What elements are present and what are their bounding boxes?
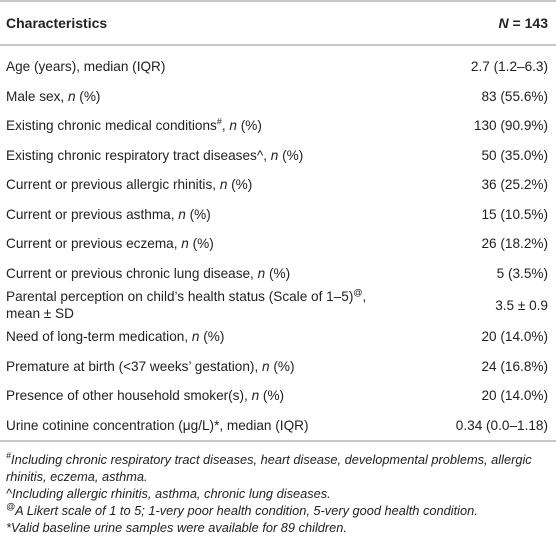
row-label: Current or previous chronic lung disease… — [0, 259, 392, 289]
table-row: Age (years), median (IQR) 2.7 (1.2–6.3) — [0, 45, 556, 82]
text-segment: Male sex, — [6, 88, 68, 104]
row-value: 130 (90.9%) — [473, 118, 548, 134]
row-label: Existing chronic medical conditions#, n … — [0, 111, 392, 141]
table-row: Current or previous eczema, n (%) 26 (18.… — [0, 229, 556, 259]
text-segment: Premature at birth (<37 weeks’ gestation… — [6, 358, 263, 374]
text-segment: (%) — [188, 236, 214, 252]
row-label: Need of long-term medication, n (%) — [0, 322, 392, 352]
text-segment: (%) — [278, 147, 304, 163]
text-segment: N — [498, 15, 509, 31]
text-segment: ^Including allergic rhinitis, asthma, ch… — [6, 486, 331, 501]
text-segment: @ — [353, 287, 363, 298]
table-row: Existing chronic medical conditions#, n … — [0, 111, 556, 141]
text-segment: # — [6, 450, 12, 461]
text-segment: n — [219, 177, 228, 193]
text-segment: n — [178, 206, 186, 222]
row-value: 20 (14.0%) — [481, 329, 549, 345]
text-segment: # — [216, 116, 222, 127]
row-value: 24 (16.8%) — [481, 358, 549, 374]
row-value: 5 (3.5%) — [496, 265, 548, 281]
row-label: Parental perception on child’s health st… — [0, 288, 392, 322]
text-segment: n — [181, 236, 189, 252]
row-value: 20 (14.0%) — [481, 388, 549, 404]
text-segment: n — [270, 147, 279, 163]
table-row: Parental perception on child’s health st… — [0, 288, 556, 322]
row-value: 36 (25.2%) — [481, 177, 549, 193]
text-segment: Parental perception on child’s health st… — [6, 289, 354, 304]
table-row: Need of long-term medication, n (%) 20 (1… — [0, 322, 556, 352]
text-segment: Characteristics — [6, 15, 108, 31]
text-segment: A Likert scale of 1 to 5; 1-very poor he… — [15, 503, 478, 518]
text-segment: n — [229, 118, 237, 134]
text-segment: Existing chronic medical conditions — [6, 118, 217, 134]
text-segment: Including chronic respiratory tract dise… — [6, 452, 532, 484]
text-segment: n — [191, 329, 200, 345]
text-segment: Current or previous asthma, — [6, 206, 179, 222]
row-value: 50 (35.0%) — [481, 147, 549, 163]
text-segment: (%) — [259, 388, 285, 404]
text-segment: Age (years), median (IQR) — [6, 59, 166, 75]
text-segment: Presence of other household smoker(s), — [6, 388, 252, 404]
row-label: Age (years), median (IQR) — [0, 45, 392, 82]
row-value: 15 (10.5%) — [481, 206, 549, 222]
table-row: Premature at birth (<37 weeks’ gestation… — [0, 352, 556, 382]
text-segment: Current or previous chronic lung disease… — [6, 265, 258, 281]
text-segment: @ — [6, 501, 16, 512]
row-value: 0.34 (0.0–1.18) — [392, 410, 556, 442]
footnotes: #Including chronic respiratory tract dis… — [0, 442, 556, 536]
table-body: Age (years), median (IQR) 2.7 (1.2–6.3) Ma… — [0, 45, 556, 442]
text-segment: n — [257, 265, 266, 281]
row-label: Current or previous asthma, n (%) — [0, 200, 392, 230]
text-segment: Current or previous eczema, — [6, 236, 182, 252]
text-segment: (%) — [236, 118, 262, 134]
footnote: ^Including allergic rhinitis, asthma, ch… — [6, 485, 550, 502]
header-row: Characteristics N = 143 — [0, 0, 556, 46]
table-row: Presence of other household smoker(s), n… — [0, 381, 556, 411]
header-cell: Characteristics — [0, 0, 392, 46]
text-segment: = 143 — [508, 15, 548, 31]
row-value: 83 (55.6%) — [481, 88, 549, 104]
data-table: Characteristics N = 143 Age (years), medi… — [0, 0, 556, 442]
row-label: Current or previous allergic rhinitis, n… — [0, 170, 392, 200]
row-label: Urine cotinine concentration (μg/L)*, me… — [0, 410, 392, 442]
text-segment: (%) — [75, 88, 101, 104]
text-segment: *Valid baseline urine samples were avail… — [6, 520, 347, 535]
footnote: @A Likert scale of 1 to 5; 1-very poor h… — [6, 502, 550, 519]
row-value: 2.7 (1.2–6.3) — [470, 59, 548, 75]
row-label: Presence of other household smoker(s), n… — [0, 381, 392, 411]
text-segment: (%) — [199, 329, 225, 345]
header-cell: N = 143 — [392, 0, 556, 46]
text-segment: Current or previous allergic rhinitis, — [6, 177, 220, 193]
text-segment: n — [67, 88, 76, 104]
table-row: Male sex, n (%) 83 (55.6%) — [0, 82, 556, 112]
text-segment: , — [221, 118, 230, 134]
row-label: Male sex, n (%) — [0, 82, 392, 112]
text-segment: (%) — [185, 206, 211, 222]
text-segment: n — [262, 358, 270, 374]
table-row: Urine cotinine concentration (μg/L)*, me… — [0, 410, 556, 442]
text-segment: Need of long-term medication, — [6, 329, 192, 345]
text-segment: (%) — [227, 177, 253, 193]
text-segment: n — [251, 388, 260, 404]
text-segment: , mean ± SD — [6, 289, 367, 321]
row-label: Existing chronic respiratory tract disea… — [0, 141, 392, 171]
table-row: Existing chronic respiratory tract disea… — [0, 141, 556, 171]
text-segment: Existing chronic respiratory tract disea… — [6, 147, 271, 163]
row-label: Premature at birth (<37 weeks’ gestation… — [0, 352, 392, 382]
text-segment: Urine cotinine concentration (μg/L)*, me… — [6, 417, 309, 433]
table-row: Current or previous allergic rhinitis, n… — [0, 170, 556, 200]
footnote: *Valid baseline urine samples were avail… — [6, 519, 550, 536]
table-row: Current or previous asthma, n (%) 15 (10.… — [0, 200, 556, 230]
text-segment: (%) — [269, 358, 295, 374]
row-value: 3.5 ± 0.9 — [495, 297, 548, 313]
text-segment: (%) — [265, 265, 291, 281]
table-row: Current or previous chronic lung disease… — [0, 259, 556, 289]
row-value: 26 (18.2%) — [481, 236, 549, 252]
row-label: Current or previous eczema, n (%) — [0, 229, 392, 259]
footnote: #Including chronic respiratory tract dis… — [6, 451, 550, 485]
